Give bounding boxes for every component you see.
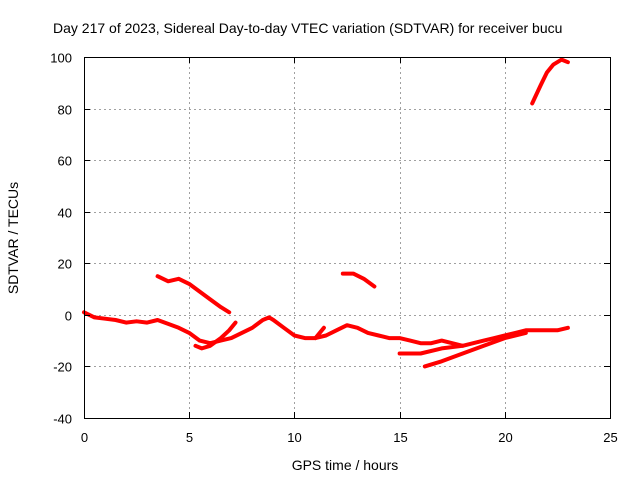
series-line-trace-2 (193, 320, 238, 351)
y-tick-label: -40 (53, 412, 72, 427)
y-axis-ticks: 100 80 60 40 20 0 -20 -40 (50, 51, 610, 427)
y-tick-label: 40 (58, 206, 72, 221)
y-tick-label: 20 (58, 257, 72, 272)
series-line-trace-4 (155, 274, 232, 315)
grid-lines (84, 57, 610, 418)
y-tick-label: -20 (53, 360, 72, 375)
x-tick-label: 20 (498, 430, 512, 445)
x-axis-ticks: 0 5 10 15 20 25 (81, 57, 618, 445)
x-tick-label: 0 (81, 430, 88, 445)
y-axis-label: SDTVAR / TECUs (5, 182, 21, 294)
series-line-trace-7 (422, 330, 528, 369)
y-tick-label: 100 (50, 51, 72, 66)
series-line-trace-8 (530, 57, 570, 106)
y-tick-label: 60 (58, 154, 72, 169)
x-tick-label: 5 (186, 430, 193, 445)
x-tick-label: 15 (393, 430, 407, 445)
series-line-trace-5 (340, 271, 377, 289)
y-tick-label: 80 (58, 103, 72, 118)
series-line-trace-6 (397, 343, 465, 356)
series-line-trace-1 (82, 310, 570, 348)
y-tick-label: 0 (65, 309, 72, 324)
x-tick-label: 25 (603, 430, 617, 445)
x-axis-label: GPS time / hours (292, 457, 399, 473)
data-series (82, 57, 570, 369)
series-line-trace-3 (313, 325, 326, 341)
chart-title: Day 217 of 2023, Sidereal Day-to-day VTE… (53, 20, 562, 36)
plot-frame (84, 57, 611, 419)
x-tick-label: 10 (287, 430, 301, 445)
